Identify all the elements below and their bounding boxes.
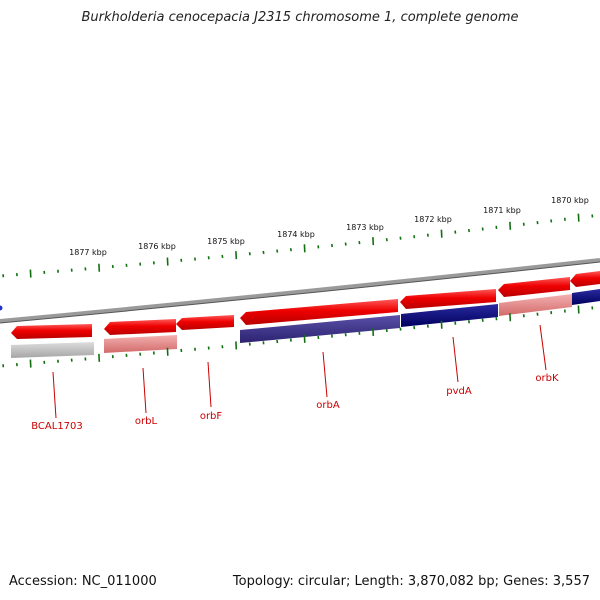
label-line-pvda: [452, 336, 459, 383]
topology-summary: Topology: circular; Length: 3,870,082 bp…: [232, 574, 590, 589]
gene-labels: BCAL1703 orbL orbF orbA pvdA orbK: [31, 373, 559, 432]
scale-tick-label: 1877 kbp: [69, 248, 107, 257]
gene-bcal1703-forward: [11, 324, 92, 339]
scale-tick-label: 1875 kbp: [207, 237, 245, 246]
forward-strand: [11, 271, 600, 339]
gene-orbk-forward: [498, 277, 570, 297]
gene-orbk-track2: [499, 294, 572, 316]
scale-tick-label: 1876 kbp: [138, 242, 176, 251]
inner-scale-track: [2, 305, 594, 368]
reverse-strand: [11, 289, 600, 358]
label-line-bcal1703: [52, 371, 57, 419]
genome-backbone-shadow: [0, 261, 600, 324]
scale-tick-label: 1870 kbp: [551, 196, 589, 205]
scale-tick-label: 1872 kbp: [414, 215, 452, 224]
scale-tick-label: 1871 kbp: [483, 206, 521, 215]
gene-pvda-forward: [400, 289, 496, 309]
accession-label: Accession: NC_011000: [9, 574, 157, 589]
gene-orbl-track2: [104, 335, 177, 353]
gene-label: orbK: [535, 373, 559, 384]
gene-label: orbA: [316, 400, 340, 411]
label-line-orbf: [207, 361, 212, 408]
scale-tick-labels: 1877 kbp 1876 kbp 1875 kbp 1874 kbp 1873 kbp…: [69, 196, 589, 257]
gene-orbl-forward: [104, 319, 176, 335]
scale-tick-label: 1873 kbp: [346, 223, 384, 232]
label-line-orbk: [539, 324, 547, 371]
gene-label: pvdA: [446, 386, 472, 397]
gene-orba-forward: [240, 299, 398, 325]
gene-label-lines: [52, 324, 547, 419]
gene-edge-track2: [572, 289, 600, 305]
label-line-orba: [322, 351, 328, 398]
scale-tick-label: 1874 kbp: [277, 230, 315, 239]
gene-edge-forward: [570, 271, 600, 287]
gene-bcal1703-track2: [11, 342, 94, 358]
gene-pvda-track2: [401, 304, 498, 327]
label-line-orbl: [142, 367, 147, 414]
gene-label: BCAL1703: [31, 421, 83, 432]
gene-orbf-forward: [176, 315, 234, 330]
gene-label: orbF: [200, 411, 223, 422]
gene-orba-track2: [240, 315, 400, 343]
genome-title: Burkholderia cenocepacia J2315 chromosom…: [81, 10, 519, 25]
outer-scale-track: [2, 213, 594, 278]
origin-marker: [0, 305, 3, 311]
gene-label: orbL: [135, 416, 158, 427]
genome-backbone: [0, 258, 600, 323]
